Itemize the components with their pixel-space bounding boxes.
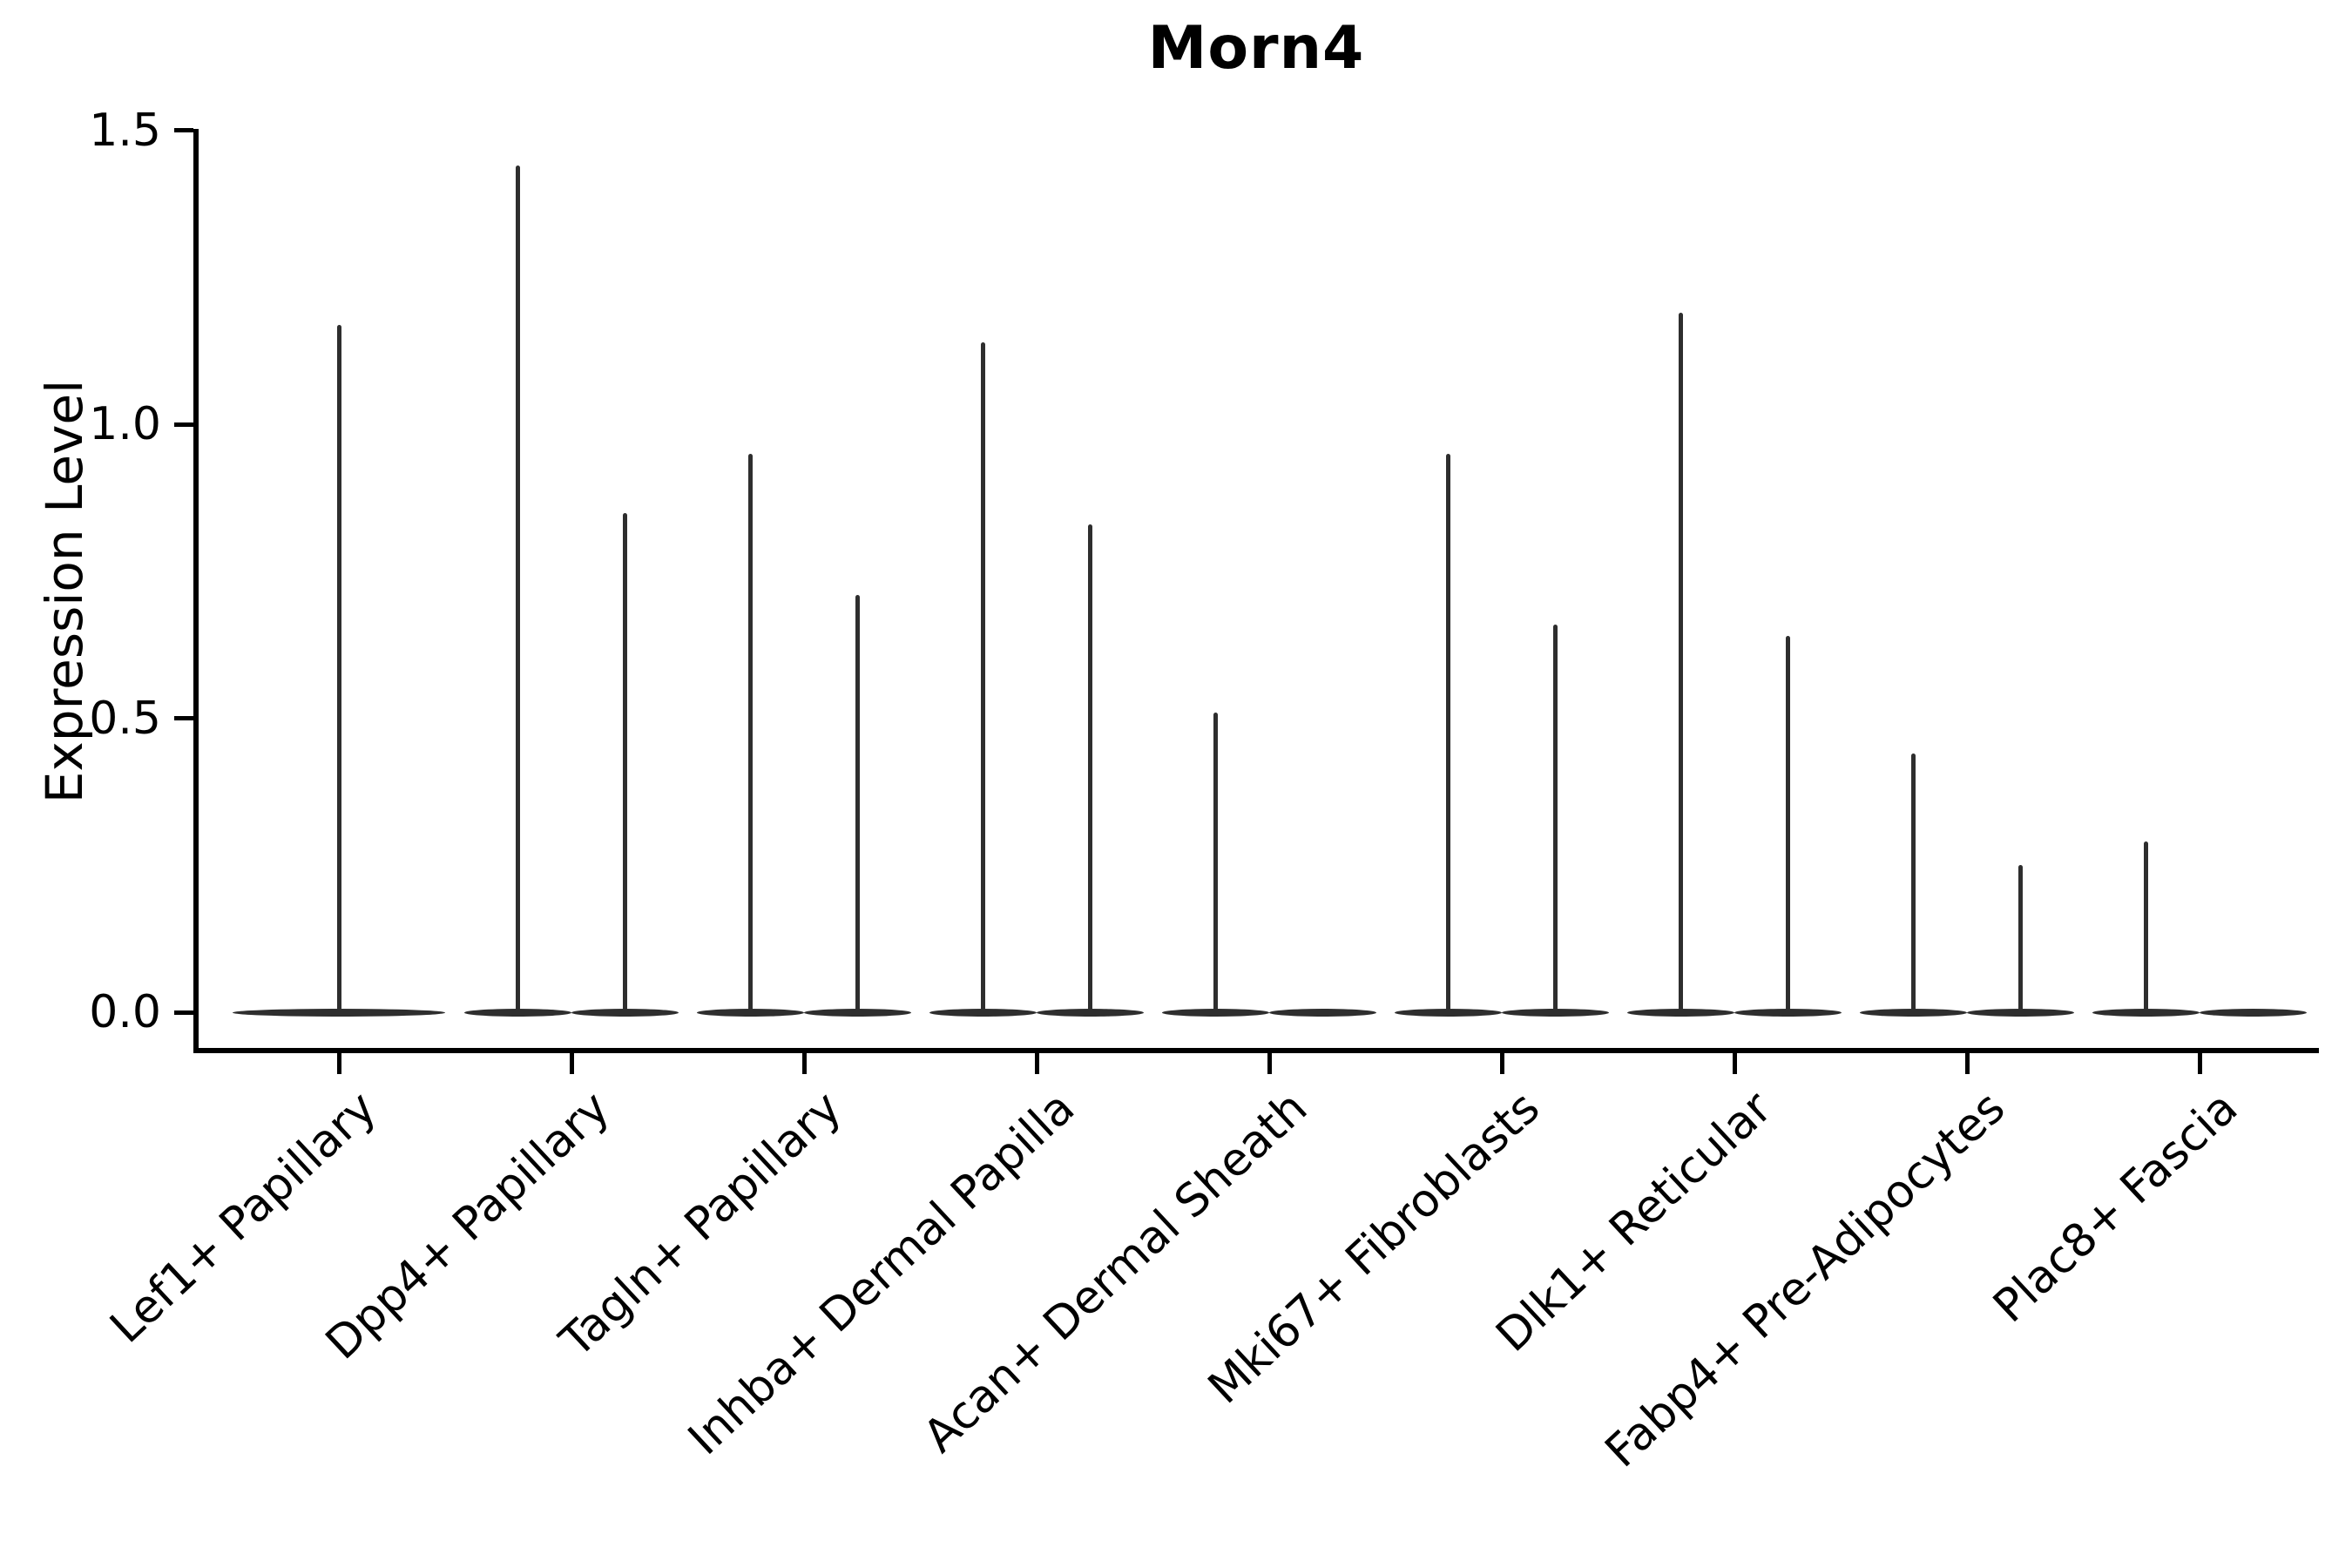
violin-spike [1679, 313, 1684, 1012]
violin-spike [336, 324, 341, 1012]
violin-spike [1552, 624, 1558, 1012]
violin-spike [2017, 865, 2023, 1012]
violin-base [1269, 1008, 1376, 1017]
violin-spike [1911, 754, 1916, 1012]
violin-base [1967, 1008, 2074, 1017]
violin-spike [622, 512, 627, 1012]
x-tick [1034, 1053, 1039, 1074]
y-tick [174, 128, 193, 133]
violin-spike [748, 454, 754, 1012]
x-tick [336, 1053, 341, 1074]
violin-spike [1446, 454, 1451, 1012]
y-tick-label: 1.0 [89, 398, 161, 451]
x-tick [801, 1053, 807, 1074]
y-tick [174, 716, 193, 721]
x-tick [2197, 1053, 2202, 1074]
x-tick-label: Fabp4+ Pre-Adipocytes [1595, 1081, 2015, 1478]
y-tick-label: 1.5 [89, 104, 161, 157]
violin-base [571, 1008, 679, 1017]
violin-spike [516, 166, 521, 1012]
violin-base [1395, 1008, 1502, 1017]
x-tick-label: Inhba+ Dermal Papilla [678, 1081, 1085, 1466]
y-axis-label: Expression Level [35, 379, 94, 804]
violin-base [2092, 1008, 2200, 1017]
violin-spike [1087, 524, 1092, 1012]
chart-title: Morn4 [1147, 14, 1365, 83]
violin-base [2200, 1008, 2307, 1017]
violin-base [464, 1008, 571, 1017]
violin-base [929, 1008, 1037, 1017]
y-tick [174, 422, 193, 427]
x-tick [569, 1053, 574, 1074]
x-axis-spine [193, 1048, 2319, 1053]
violin-base [1502, 1008, 1609, 1017]
y-axis-spine [193, 129, 199, 1053]
y-tick-label: 0.5 [89, 692, 161, 745]
y-tick-label: 0.0 [89, 986, 161, 1038]
x-tick [1267, 1053, 1272, 1074]
violin-spike [1213, 712, 1219, 1012]
violin-base [1860, 1008, 1967, 1017]
violin-spike [2144, 841, 2149, 1012]
x-tick [1964, 1053, 1970, 1074]
violin-base [804, 1008, 911, 1017]
y-tick [174, 1010, 193, 1015]
violin-base [1627, 1008, 1734, 1017]
x-tick-label: Acan+ Dermal Sheath [913, 1081, 1317, 1463]
violin-base [1734, 1008, 1842, 1017]
violin-spike [855, 594, 860, 1012]
violin-base [1162, 1008, 1269, 1017]
violin-base [697, 1008, 804, 1017]
violin-base [233, 1008, 445, 1017]
violin-spike [981, 341, 986, 1012]
x-tick [1499, 1053, 1504, 1074]
x-tick [1732, 1053, 1737, 1074]
violin-base [1037, 1008, 1144, 1017]
x-tick-label: Plac8+ Fascia [1983, 1081, 2247, 1334]
violin-spike [1785, 636, 1790, 1012]
